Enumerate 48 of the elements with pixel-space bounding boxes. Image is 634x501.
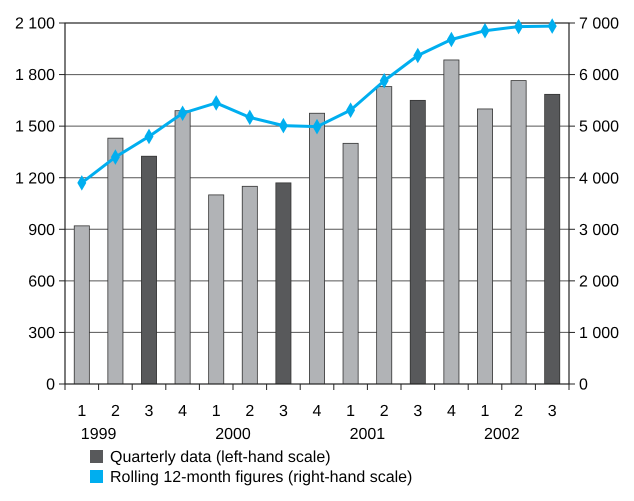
bar bbox=[174, 110, 191, 384]
text: 2002 bbox=[484, 426, 520, 443]
bar bbox=[342, 142, 359, 384]
x-tick-label: 4 bbox=[178, 403, 188, 420]
y-tick-label: 300 bbox=[28, 325, 56, 342]
bar bbox=[107, 138, 124, 384]
legend-label: Rolling 12-month figures (right-hand scale) bbox=[110, 469, 412, 486]
y-tick-label: 600 bbox=[28, 273, 56, 290]
y2-tick-label: 0 bbox=[579, 376, 588, 394]
x-tick-label: 1 bbox=[77, 403, 86, 420]
bar bbox=[242, 186, 258, 384]
bar bbox=[309, 112, 325, 384]
x-tick-label: 2 bbox=[110, 403, 120, 420]
text: 2000 bbox=[215, 426, 251, 443]
bar bbox=[443, 60, 460, 384]
y2-tick-label: 2 000 bbox=[579, 273, 620, 290]
x-tick-label: 1 bbox=[212, 403, 221, 420]
bar bbox=[510, 80, 527, 384]
y2-tick-label: 7 000 bbox=[579, 16, 620, 33]
bar bbox=[74, 225, 90, 384]
x-tick-label: 3 bbox=[413, 403, 422, 420]
x-tick-label: 2 bbox=[514, 403, 524, 420]
y-tick-label: 1 800 bbox=[14, 67, 56, 84]
x-tick-label: 2 bbox=[245, 403, 254, 420]
y2-tick-label: 6 000 bbox=[579, 67, 620, 84]
y-tick-label: 0 bbox=[46, 376, 56, 394]
text: 2001 bbox=[350, 426, 386, 443]
x-tick-label: 3 bbox=[278, 403, 288, 420]
y2-tick-label: 3 000 bbox=[579, 222, 620, 239]
y2-tick-label: 4 000 bbox=[579, 170, 620, 188]
y-tick-label: 1 200 bbox=[14, 170, 56, 188]
legend-label: Quarterly data (left-hand scale) bbox=[110, 449, 331, 466]
x-tick-label: 1 bbox=[480, 403, 490, 420]
y-tick-label: 1 500 bbox=[14, 118, 56, 136]
bar bbox=[376, 86, 392, 384]
y2-tick-label: 5 000 bbox=[579, 118, 620, 136]
bar bbox=[477, 108, 493, 384]
x-tick-label: 4 bbox=[446, 403, 456, 420]
bar bbox=[208, 194, 224, 384]
x-tick-label: 3 bbox=[144, 403, 154, 420]
y2-tick-label: 1 000 bbox=[579, 325, 620, 342]
x-tick-label: 3 bbox=[548, 403, 557, 420]
y-tick-label: 2 100 bbox=[14, 16, 56, 33]
text: 1999 bbox=[80, 426, 116, 443]
x-tick-label: 1 bbox=[346, 403, 356, 420]
x-tick-label: 2 bbox=[380, 403, 389, 420]
y-tick-label: 900 bbox=[28, 222, 56, 239]
x-tick-label: 4 bbox=[312, 403, 322, 420]
